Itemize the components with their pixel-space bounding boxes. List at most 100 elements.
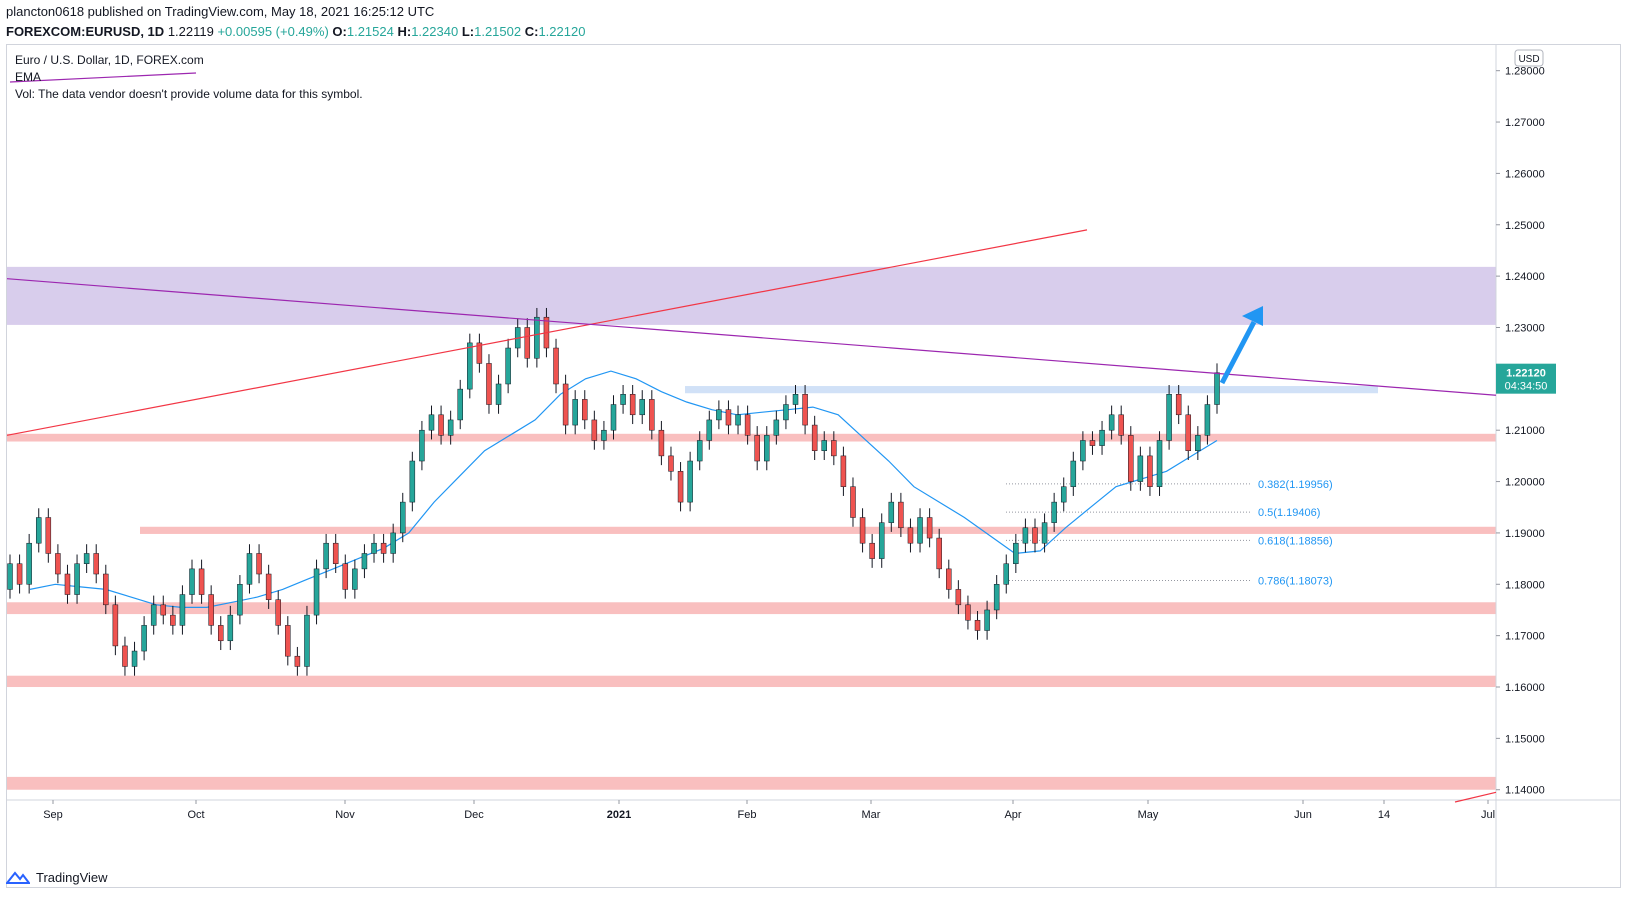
x-tick-label: Oct <box>187 809 204 821</box>
price-label-box <box>1496 363 1556 394</box>
high-label: H: <box>397 24 412 39</box>
fib-label: 0.382(1.19956) <box>1258 479 1333 491</box>
candle-body <box>850 486 856 518</box>
axes-layer: 1.28000 1.27000 1.26000 1.25000 1.24000 1.230… <box>7 44 1620 888</box>
candle-body <box>74 563 80 595</box>
price-label-countdown: 04:34:50 <box>1505 381 1548 393</box>
price-label-value: 1.22120 <box>1506 368 1546 380</box>
chart-frame[interactable] <box>6 44 1621 888</box>
candle-body <box>64 573 71 595</box>
candle-body <box>725 409 732 426</box>
arrow-head <box>1242 306 1263 326</box>
candle-body <box>898 501 904 529</box>
candle-body <box>208 594 214 626</box>
candle-body <box>1156 440 1163 487</box>
candle-body <box>696 440 703 462</box>
x-tick-label: 14 <box>1378 809 1390 821</box>
candle-body <box>811 424 818 451</box>
candle-body <box>1003 563 1010 585</box>
candle-body <box>198 568 205 595</box>
candle-body <box>1147 455 1153 487</box>
candle-body <box>993 584 1000 611</box>
candle-body <box>179 594 186 626</box>
candle-body <box>246 553 253 585</box>
arrow-shaft <box>1219 320 1257 385</box>
candle-body <box>802 394 808 426</box>
candle-body <box>601 429 607 441</box>
candle-body <box>352 568 358 590</box>
candle-body <box>409 460 416 503</box>
candle-body <box>1137 455 1144 482</box>
y-tick-label: 1.28000 <box>1505 66 1545 78</box>
candle-body <box>620 394 626 405</box>
trendlines-layer <box>6 72 1497 803</box>
x-tick-label: Nov <box>335 809 355 821</box>
candle-body <box>754 435 760 462</box>
candle-body <box>764 435 770 462</box>
candle-body <box>926 517 933 539</box>
candle-body <box>428 414 435 431</box>
y-tick-label: 1.23000 <box>1505 322 1545 334</box>
candle-body <box>122 645 128 667</box>
candle-body <box>141 625 147 652</box>
candle-body <box>1195 435 1201 451</box>
candle-body <box>313 568 320 616</box>
candle-body <box>582 399 588 421</box>
candle-body <box>150 604 157 626</box>
x-tick-label: Feb <box>738 809 757 821</box>
candle-body <box>878 522 885 559</box>
zone-5 <box>7 776 1496 790</box>
candle-body <box>342 563 349 590</box>
open-value: 1.21524 <box>346 24 394 39</box>
candle-body <box>792 394 799 405</box>
candle-body <box>1022 527 1029 544</box>
candle-body <box>629 394 636 416</box>
candle-body <box>965 604 971 621</box>
candle-body <box>639 399 645 416</box>
candle-body <box>1118 414 1124 436</box>
currency-label: USD <box>1518 54 1539 65</box>
candle-body <box>610 404 617 431</box>
candle-body <box>984 609 990 631</box>
y-tick-label: 1.26000 <box>1505 168 1545 180</box>
candle-body <box>649 399 655 431</box>
chart-legend: Euro / U.S. Dollar, 1D, FOREX.com EMA Vo… <box>15 52 363 103</box>
candle-body <box>495 383 502 405</box>
candle-body <box>103 573 109 606</box>
x-tick-label: Jul <box>1481 809 1495 821</box>
candle-body <box>265 573 272 600</box>
candle-body <box>744 414 751 436</box>
tradingview-logo-icon <box>6 870 30 884</box>
candle-body <box>773 419 780 436</box>
trendline-purple <box>6 278 1497 396</box>
publish-info: plancton0618 published on TradingView.co… <box>6 4 435 19</box>
low-value: 1.21502 <box>474 24 522 39</box>
y-tick-label: 1.18000 <box>1505 579 1545 591</box>
candle-body <box>1041 522 1048 544</box>
x-tick-label: May <box>1138 809 1159 821</box>
candle-body <box>572 399 578 426</box>
candle-body <box>917 517 923 544</box>
x-tick-label: Dec <box>464 809 484 821</box>
candle-body <box>1032 527 1038 544</box>
legend-volume: Vol: The data vendor doesn't provide vol… <box>15 87 363 101</box>
brand-name: TradingView <box>36 870 108 885</box>
candle-body <box>1070 460 1077 487</box>
candle-body <box>888 501 895 523</box>
candle-body <box>946 568 952 590</box>
candle-body <box>371 542 377 554</box>
candle-body <box>677 471 684 503</box>
candle-body <box>1089 440 1096 446</box>
zone-1 <box>7 433 1496 442</box>
y-tick-label: 1.27000 <box>1505 117 1545 129</box>
legend-ema[interactable]: EMA <box>15 70 42 84</box>
y-tick-label: 1.24000 <box>1505 271 1545 283</box>
candle-body <box>285 625 291 657</box>
candle-body <box>955 589 962 606</box>
candle-body <box>26 542 32 585</box>
x-tick-label: Apr <box>1004 809 1021 821</box>
candle-body <box>189 568 195 595</box>
candle-body <box>936 537 942 570</box>
